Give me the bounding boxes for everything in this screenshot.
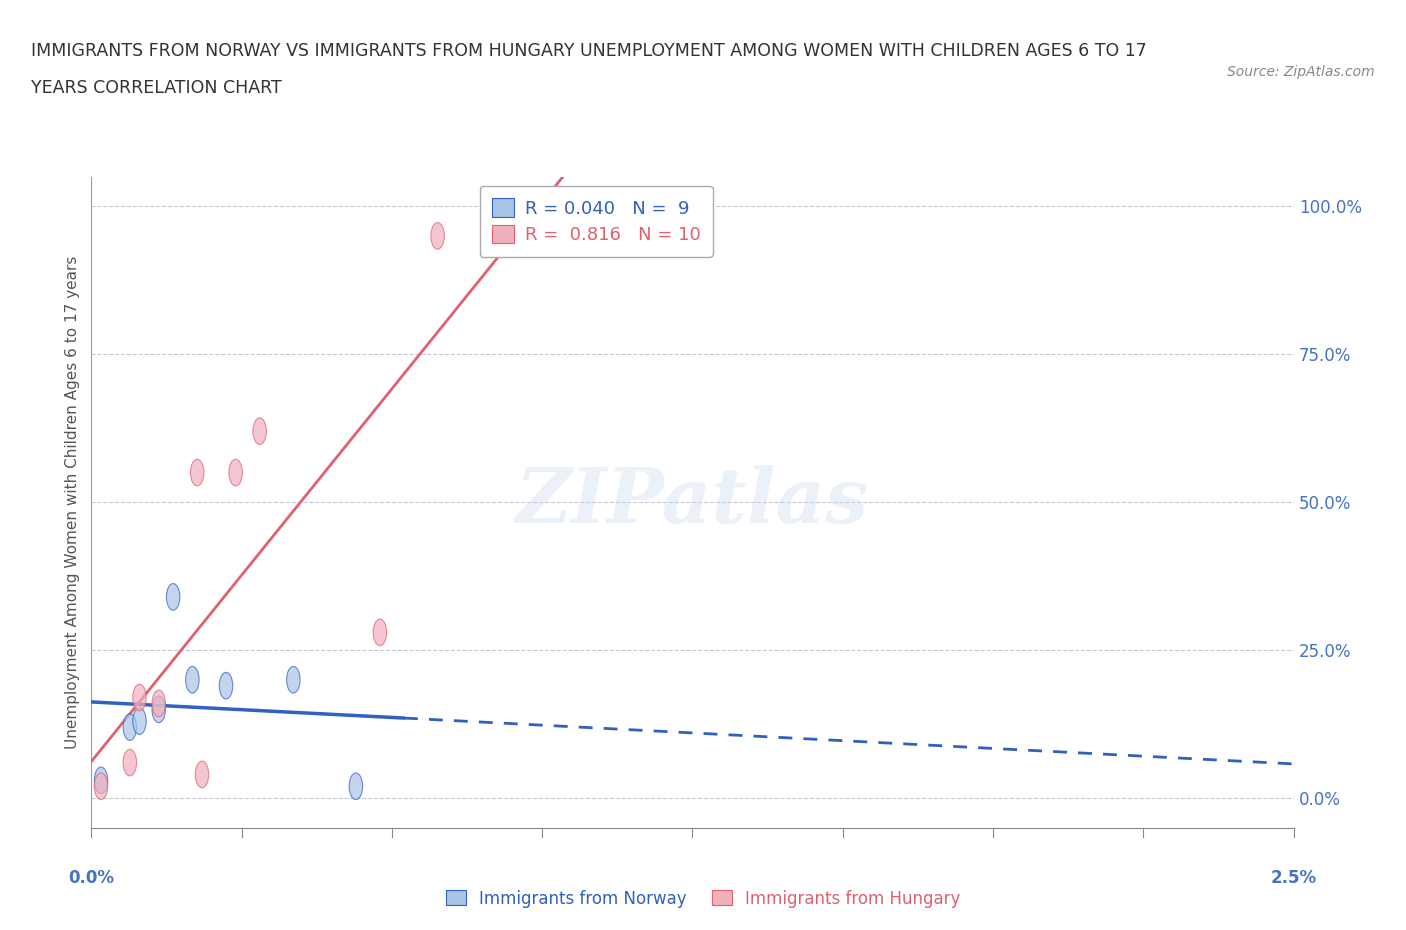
Text: IMMIGRANTS FROM NORWAY VS IMMIGRANTS FROM HUNGARY UNEMPLOYMENT AMONG WOMEN WITH : IMMIGRANTS FROM NORWAY VS IMMIGRANTS FRO…: [31, 42, 1147, 60]
Ellipse shape: [219, 672, 233, 699]
Text: 0.0%: 0.0%: [69, 870, 114, 887]
Ellipse shape: [253, 418, 266, 445]
Ellipse shape: [152, 696, 166, 723]
Ellipse shape: [373, 619, 387, 645]
Text: Source: ZipAtlas.com: Source: ZipAtlas.com: [1227, 65, 1375, 79]
Ellipse shape: [132, 684, 146, 711]
Ellipse shape: [94, 767, 108, 793]
Ellipse shape: [287, 667, 299, 693]
Ellipse shape: [94, 773, 108, 800]
Ellipse shape: [186, 667, 200, 693]
Ellipse shape: [152, 690, 166, 717]
Ellipse shape: [166, 584, 180, 610]
Ellipse shape: [229, 459, 242, 486]
Ellipse shape: [430, 222, 444, 249]
Ellipse shape: [349, 773, 363, 800]
Ellipse shape: [124, 714, 136, 740]
Text: YEARS CORRELATION CHART: YEARS CORRELATION CHART: [31, 79, 281, 97]
Text: 2.5%: 2.5%: [1271, 870, 1316, 887]
Ellipse shape: [132, 708, 146, 735]
Ellipse shape: [195, 761, 208, 788]
Text: ZIPatlas: ZIPatlas: [516, 465, 869, 539]
Ellipse shape: [190, 459, 204, 486]
Y-axis label: Unemployment Among Women with Children Ages 6 to 17 years: Unemployment Among Women with Children A…: [65, 256, 80, 749]
Ellipse shape: [124, 750, 136, 776]
Legend: R = 0.040   N =  9, R =  0.816   N = 10: R = 0.040 N = 9, R = 0.816 N = 10: [479, 186, 713, 257]
Legend: Immigrants from Norway, Immigrants from Hungary: Immigrants from Norway, Immigrants from …: [439, 883, 967, 914]
